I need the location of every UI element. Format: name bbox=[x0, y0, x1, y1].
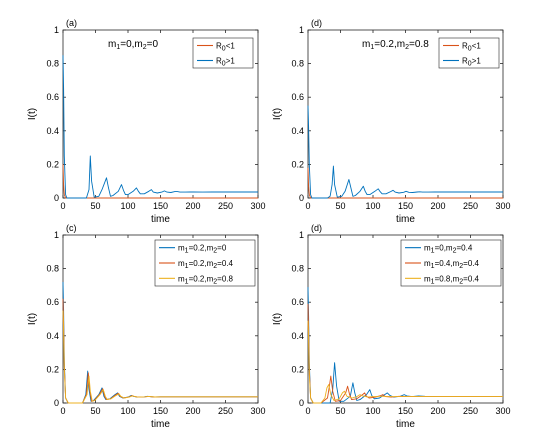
x-tick-label: 300 bbox=[495, 406, 510, 416]
x-tick-label: 0 bbox=[60, 201, 65, 211]
y-tick-label: 0 bbox=[54, 398, 59, 408]
x-tick-label: 50 bbox=[90, 201, 100, 211]
y-tick-label: 0.8 bbox=[46, 264, 59, 274]
chart-panel-3: 0 50 100 150 200 250 300 0 0.2 0.4 0.6 0.8 1 time I(t)… bbox=[27, 223, 266, 430]
x-tick-label: 50 bbox=[335, 406, 345, 416]
x-tick-label: 0 bbox=[305, 201, 310, 211]
legend-label: m1=0.2,m2=0.8 bbox=[178, 274, 234, 285]
legend-label: m1=0.4,m2=0.4 bbox=[424, 259, 480, 270]
y-axis-label: I(t) bbox=[27, 108, 38, 120]
x-tick-label: 150 bbox=[153, 201, 168, 211]
x-tick-label: 200 bbox=[185, 201, 200, 211]
x-tick-label: 150 bbox=[398, 201, 413, 211]
x-tick-label: 100 bbox=[120, 406, 135, 416]
y-tick-label: 1 bbox=[299, 230, 304, 240]
x-tick-label: 100 bbox=[365, 406, 380, 416]
legend-box bbox=[438, 37, 500, 69]
y-axis-label: I(t) bbox=[272, 313, 283, 325]
legend-label: R0>1 bbox=[462, 57, 481, 68]
y-tick-label: 0.2 bbox=[291, 159, 304, 169]
x-tick-label: 200 bbox=[430, 201, 445, 211]
x-tick-label: 50 bbox=[90, 406, 100, 416]
series-line-2 bbox=[307, 105, 503, 199]
panel-label: (d) bbox=[311, 223, 322, 233]
y-tick-label: 1 bbox=[54, 230, 59, 240]
panel-label: (c) bbox=[66, 223, 77, 233]
y-tick-label: 0.6 bbox=[291, 297, 304, 307]
chart-panel-4: 0 50 100 150 200 250 300 0 0.2 0.4 0.6 0.8 1 time I(t)… bbox=[272, 223, 511, 430]
x-tick-label: 200 bbox=[430, 406, 445, 416]
y-tick-label: 0.2 bbox=[46, 159, 59, 169]
panel-label: (a) bbox=[66, 18, 77, 28]
panel-annotation: m1=0,m2=0 bbox=[108, 39, 159, 51]
y-tick-label: 1 bbox=[299, 25, 304, 35]
series-line-3 bbox=[307, 320, 503, 404]
x-tick-label: 300 bbox=[495, 201, 510, 211]
x-axis-label: time bbox=[151, 214, 170, 225]
x-tick-label: 0 bbox=[60, 406, 65, 416]
y-tick-label: 1 bbox=[54, 25, 59, 35]
y-tick-label: 0.2 bbox=[46, 364, 59, 374]
y-tick-label: 0.6 bbox=[46, 297, 59, 307]
y-axis-label: I(t) bbox=[27, 313, 38, 325]
legend: R0<1 R0>1 bbox=[438, 37, 500, 69]
x-axis-label: time bbox=[396, 214, 415, 225]
x-tick-label: 100 bbox=[120, 201, 135, 211]
series-line-3 bbox=[62, 310, 258, 404]
x-tick-label: 150 bbox=[153, 406, 168, 416]
legend-label: R0>1 bbox=[216, 57, 235, 68]
y-tick-label: 0.6 bbox=[291, 92, 304, 102]
x-axis-label: time bbox=[396, 419, 415, 430]
x-tick-label: 200 bbox=[185, 406, 200, 416]
x-tick-label: 150 bbox=[398, 406, 413, 416]
y-tick-label: 0.8 bbox=[46, 59, 59, 69]
y-tick-label: 0.2 bbox=[291, 364, 304, 374]
y-tick-label: 0.8 bbox=[291, 264, 304, 274]
x-tick-label: 250 bbox=[463, 201, 478, 211]
x-axis-label: time bbox=[151, 419, 170, 430]
y-tick-label: 0 bbox=[299, 398, 304, 408]
panel-label: (d) bbox=[311, 18, 322, 28]
series-line-2 bbox=[62, 55, 258, 199]
x-tick-label: 50 bbox=[335, 201, 345, 211]
legend-label: m1=0.2,m2=0 bbox=[178, 244, 227, 255]
y-tick-label: 0.8 bbox=[291, 59, 304, 69]
y-tick-label: 0.4 bbox=[46, 126, 59, 136]
legend-label: R0<1 bbox=[216, 42, 235, 53]
panel-annotation: m1=0.2,m2=0.8 bbox=[362, 39, 429, 51]
chart-panel-2: 0 50 100 150 200 250 300 0 0.2 0.4 0.6 0.8 1 time I(t)… bbox=[272, 18, 511, 225]
legend-label: m1=0.2,m2=0.4 bbox=[178, 259, 234, 270]
series-line-1 bbox=[307, 167, 503, 199]
legend: m1=0.2,m2=0 m1=0.2,m2=0.4 m1=0.2,m2=0.8 bbox=[154, 239, 256, 287]
y-tick-label: 0 bbox=[54, 193, 59, 203]
y-tick-label: 0 bbox=[299, 193, 304, 203]
x-tick-label: 250 bbox=[463, 406, 478, 416]
legend: R0<1 R0>1 bbox=[192, 37, 254, 69]
x-tick-label: 100 bbox=[365, 201, 380, 211]
y-tick-label: 0.4 bbox=[291, 126, 304, 136]
x-tick-label: 250 bbox=[218, 201, 233, 211]
legend-box bbox=[192, 37, 254, 69]
x-tick-label: 0 bbox=[305, 406, 310, 416]
x-tick-label: 300 bbox=[250, 201, 265, 211]
y-tick-label: 0.4 bbox=[291, 331, 304, 341]
legend-label: m1=0,m2=0.4 bbox=[424, 244, 473, 255]
legend-label: m1=0.8,m2=0.4 bbox=[424, 274, 480, 285]
chart-panel-1: 0 50 100 150 200 250 300 0 0.2 0.4 0.6 0.8 1 time I(t)… bbox=[27, 18, 266, 225]
legend-label: R0<1 bbox=[462, 42, 481, 53]
y-tick-label: 0.4 bbox=[46, 331, 59, 341]
legend: m1=0,m2=0.4 m1=0.4,m2=0.4 m1=0.8,m2=0.4 bbox=[400, 239, 502, 287]
y-tick-label: 0.6 bbox=[46, 92, 59, 102]
x-tick-label: 250 bbox=[218, 406, 233, 416]
x-tick-label: 300 bbox=[250, 406, 265, 416]
series-line-1 bbox=[62, 164, 258, 199]
y-axis-label: I(t) bbox=[272, 108, 283, 120]
